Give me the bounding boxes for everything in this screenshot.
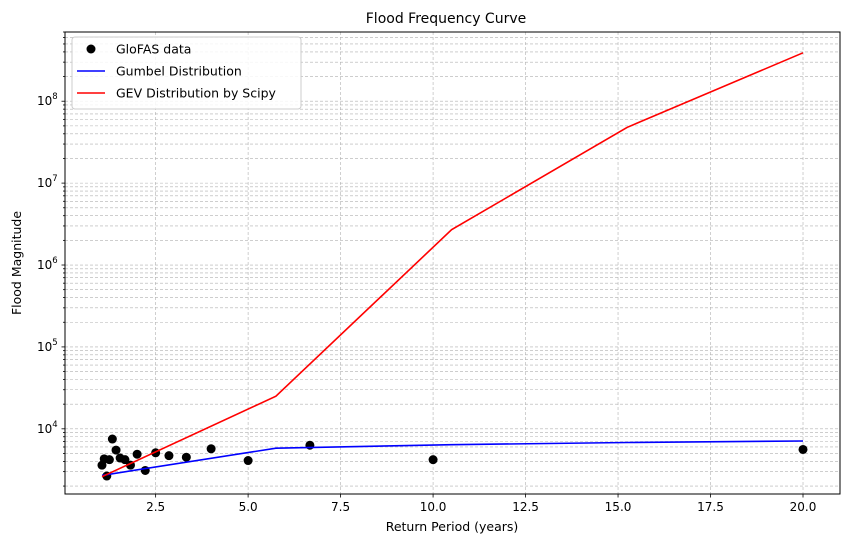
- y-axis-title: Flood Magnitude: [9, 211, 24, 315]
- glofas-data-point: [206, 444, 216, 454]
- glofas-data-point: [140, 465, 150, 475]
- glofas-data-point: [132, 449, 142, 459]
- glofas-data-point: [120, 455, 130, 465]
- glofas-data-point: [305, 440, 315, 450]
- x-tick-label: 10.0: [420, 500, 447, 514]
- x-axis-title: Return Period (years): [386, 519, 519, 534]
- x-tick-label: 5.0: [239, 500, 258, 514]
- x-tick-label: 12.5: [512, 500, 539, 514]
- glofas-data-point: [798, 444, 808, 454]
- glofas-data-point: [428, 455, 438, 465]
- glofas-data-point: [104, 455, 114, 465]
- x-tick-label: 17.5: [697, 500, 724, 514]
- y-axis: 104 105 106 107 108: [37, 31, 65, 487]
- y-tick-label: 105: [37, 338, 58, 354]
- glofas-data-point: [111, 445, 121, 455]
- series-layer: [97, 52, 808, 481]
- glofas-data-legend-label: GloFAS data: [116, 42, 191, 57]
- gumbel-distribution-line: [101, 440, 804, 477]
- glofas-data-point: [164, 451, 174, 461]
- legend-box: [71, 36, 302, 110]
- glofas-data-point: [181, 452, 191, 462]
- y-tick-label: 108: [37, 92, 58, 108]
- glofas-data-point: [107, 434, 117, 444]
- y-tick-label: 106: [37, 256, 58, 272]
- x-tick-label: 20.0: [790, 500, 817, 514]
- gev-distribution-by-scipy-line: [101, 52, 804, 478]
- gev-distribution-by-scipy-legend-label: GEV Distribution by Scipy: [116, 86, 277, 101]
- gumbel-distribution-legend-label: Gumbel Distribution: [116, 64, 242, 79]
- glofas-data-legend-marker: [86, 44, 96, 54]
- plot-frame: [64, 31, 841, 495]
- grid: [65, 31, 840, 494]
- legend: GloFAS data Gumbel Distribution GEV Distri…: [71, 36, 302, 110]
- x-tick-label: 7.5: [331, 500, 350, 514]
- x-tick-label: 15.0: [605, 500, 632, 514]
- chart-title: Flood Frequency Curve: [366, 11, 527, 27]
- x-axis: 2.5 5.0 7.5 10.0 12.5 15.0 17.5 20.0: [146, 494, 816, 514]
- x-tick-label: 2.5: [146, 500, 165, 514]
- y-tick-label: 104: [37, 420, 58, 436]
- glofas-data-point: [243, 456, 253, 466]
- y-tick-label: 107: [37, 174, 58, 190]
